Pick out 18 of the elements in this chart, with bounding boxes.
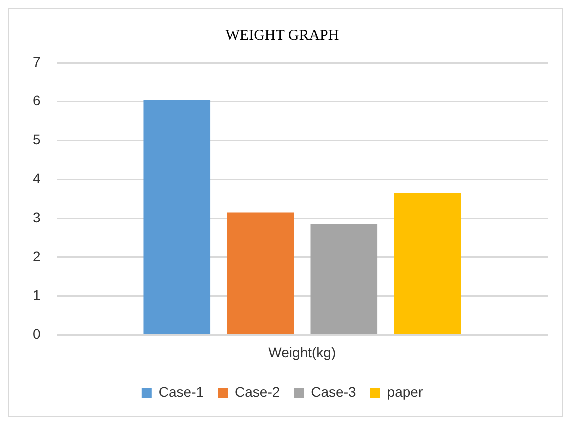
legend-label: Case-1: [158, 384, 204, 400]
chart-title: WEIGHT GRAPH: [226, 28, 340, 44]
bar: [227, 212, 294, 334]
x-tick-label: Weight(kg): [268, 344, 336, 360]
y-tick-label: 7: [32, 54, 41, 70]
y-tick-label: 6: [32, 92, 41, 109]
y-tick-label: 3: [32, 209, 41, 226]
y-tick-label: 1: [32, 287, 41, 304]
y-tick-label: 2: [32, 248, 41, 264]
legend-label: paper: [387, 384, 424, 400]
bar: [394, 193, 462, 334]
bar: [144, 100, 211, 334]
y-tick-label: 4: [32, 170, 41, 187]
y-tick-label: 5: [32, 132, 41, 148]
legend-label: Case-2: [235, 384, 280, 400]
legend-label: Case-3: [311, 384, 357, 400]
y-tick-label: 0: [32, 326, 41, 342]
bar: [310, 224, 378, 334]
